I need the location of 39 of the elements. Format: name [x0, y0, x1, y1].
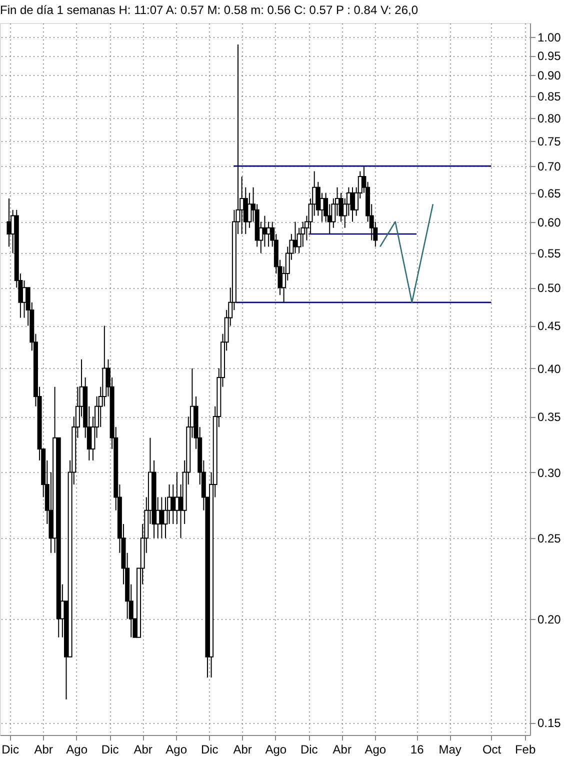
x-tick-label: Dic: [200, 742, 218, 756]
candlestick: [262, 215, 267, 248]
y-tick-label: 0.85: [538, 89, 562, 104]
x-tick-label: Abr: [134, 742, 152, 756]
x-tick-label: Ago: [265, 742, 287, 756]
y-tick-label: 0.15: [538, 716, 562, 730]
y-tick-label: 0.20: [538, 612, 562, 626]
candlestick: [174, 472, 180, 524]
y-tick-label: 1.00: [538, 30, 562, 45]
candlestick: [22, 280, 27, 318]
y-tick-label: 0.60: [538, 215, 562, 230]
y-tick-label: 0.70: [538, 160, 562, 174]
x-tick-label: Abr: [233, 742, 252, 756]
x-tick-label: Dic: [101, 742, 119, 756]
x-tick-label: Ago: [66, 742, 88, 756]
x-tick-label: Dic: [2, 742, 19, 756]
y-tick-label: 0.25: [538, 532, 562, 546]
y-tick-label: 0.35: [538, 410, 562, 424]
y-tick-label: 0.55: [538, 246, 562, 261]
x-tick-label: Ago: [364, 742, 386, 756]
x-tick-label: 16: [410, 742, 424, 756]
y-tick-label: 0.40: [538, 362, 562, 376]
x-tick-label: Oct: [482, 742, 502, 756]
y-tick-label: 0.30: [538, 466, 562, 480]
x-tick-label: May: [438, 742, 462, 756]
x-tick-label: Abr: [332, 742, 352, 756]
y-tick-label: 0.95: [538, 49, 562, 64]
y-tick-label: 0.50: [538, 281, 562, 296]
y-tick-label: 0.90: [538, 68, 562, 83]
y-tick-label: 0.45: [538, 319, 562, 334]
chart-title: Fin de día 1 semanas H: 11:07 A: 0.57 M: 0.58 m: 0.56 C: 0.57 P : 0.84 V: 26,0: [0, 3, 418, 17]
y-tick-label: 0.75: [538, 134, 562, 149]
x-tick-label: Dic: [300, 742, 318, 756]
x-tick-label: Ago: [166, 742, 188, 756]
x-tick-label: Feb: [514, 742, 536, 756]
y-tick-label: 0.65: [538, 186, 562, 200]
line-series: [379, 203, 434, 304]
x-tick-label: Abr: [34, 742, 53, 756]
y-tick-label: 0.80: [538, 111, 562, 126]
